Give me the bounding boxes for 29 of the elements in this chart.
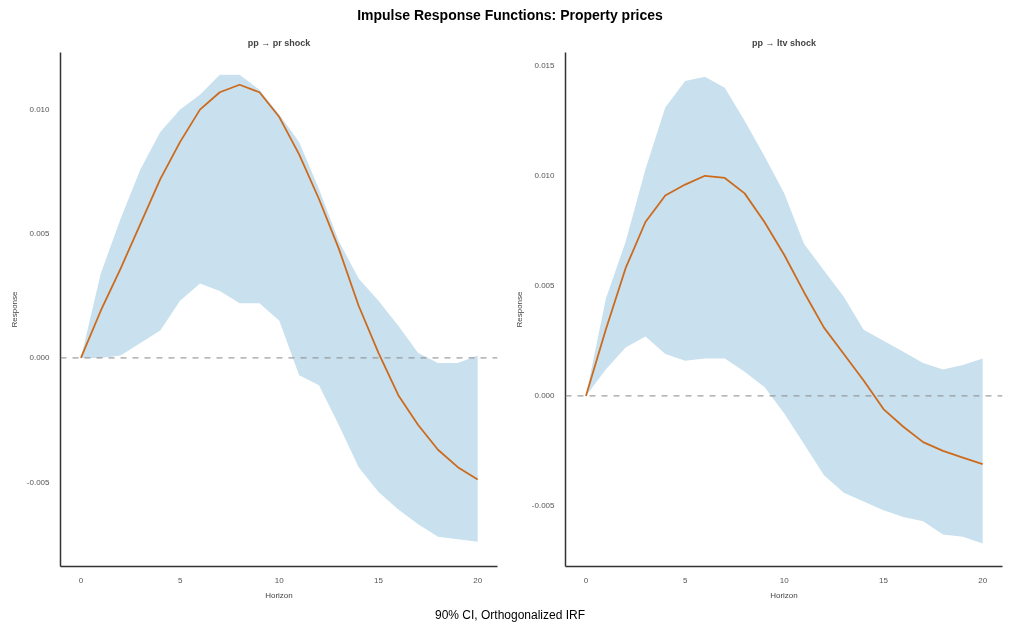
x-tick-label: 5 — [177, 575, 183, 585]
x-tick-label: 10 — [779, 575, 790, 585]
x-tick-label: 20 — [978, 575, 988, 585]
x-tick-label: 15 — [374, 575, 384, 585]
x-tick-label: 20 — [473, 575, 483, 585]
text: Impulse Response Functions: Property prices — [357, 6, 663, 25]
line-series — [585, 174, 984, 466]
x-axis-title: Horizon — [265, 590, 293, 600]
y-tick-label: -0.005 — [26, 477, 51, 487]
y-tick-label: 0.015 — [534, 61, 556, 71]
chart-title: pp → pr shock — [247, 37, 312, 48]
y-tick-label: 0.010 — [534, 171, 556, 181]
y-axis-title: Response — [9, 290, 19, 328]
x-tick-label: 10 — [274, 575, 285, 585]
x-axis-title: Horizon — [770, 590, 798, 600]
x-tick-label: 5 — [682, 575, 688, 585]
line-series — [80, 83, 479, 481]
x-tick-label: 15 — [879, 575, 889, 585]
y-tick-label: 0.000 — [29, 353, 51, 363]
y-tick-label: 0.005 — [29, 229, 51, 239]
x-tick-label: 0 — [583, 575, 589, 585]
y-tick-label: 0.005 — [534, 281, 556, 291]
text: 90% CI, Orthogonalized IRF — [434, 607, 586, 624]
y-tick-label: 0.010 — [29, 105, 51, 115]
chart-title: pp → ltv shock — [751, 37, 817, 48]
y-axis-title: Response — [514, 290, 524, 328]
x-tick-label: 0 — [78, 575, 84, 585]
y-tick-label: -0.005 — [531, 501, 556, 511]
y-tick-label: 0.000 — [534, 391, 556, 401]
